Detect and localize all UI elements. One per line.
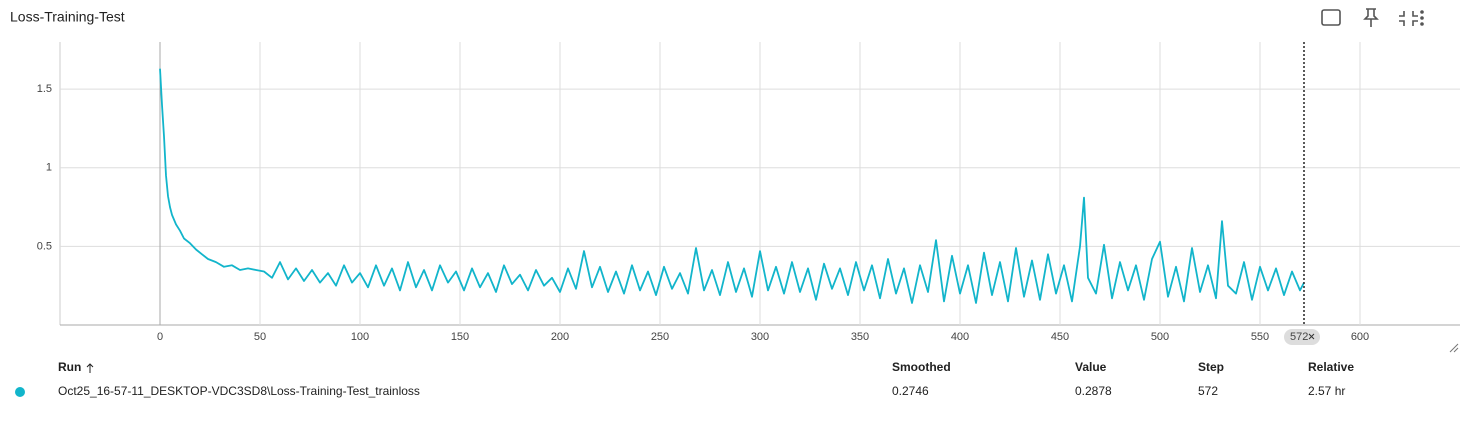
step-value: 572 [1198, 384, 1218, 398]
cursor-step-label: 572 [1290, 331, 1308, 343]
run-name: Oct25_16-57-11_DESKTOP-VDC3SD8\Loss-Trai… [58, 384, 420, 398]
y-tick-label: 1.5 [37, 83, 52, 95]
x-tick-label: 500 [1151, 331, 1169, 343]
header-run: Run [58, 360, 81, 374]
x-tick-label: 150 [451, 331, 469, 343]
header-smoothed: Smoothed [892, 360, 951, 374]
pin-button[interactable] [1363, 8, 1379, 27]
raw-value: 0.2878 [1075, 384, 1112, 398]
fullscreen-button[interactable] [1321, 9, 1341, 26]
cursor-pill [1284, 329, 1320, 345]
x-tick-label: 50 [254, 331, 266, 343]
table-header: Run Smoothed Value Step Relative [58, 360, 1354, 374]
x-tick-label: 300 [751, 331, 769, 343]
y-tick-label: 0.5 [37, 240, 52, 252]
x-tick-label: 400 [951, 331, 969, 343]
relative-time: 2.57 hr [1308, 384, 1345, 398]
y-tick-label: 1 [46, 162, 52, 174]
x-tick-label: 450 [1051, 331, 1069, 343]
x-tick-label: 0 [157, 331, 163, 343]
resize-handle[interactable] [1449, 343, 1459, 353]
smoothed-value: 0.2746 [892, 384, 929, 398]
cursor-close [1308, 333, 1315, 340]
x-tick-label: 600 [1351, 331, 1369, 343]
header-step: Step [1198, 360, 1224, 374]
sort-arrow[interactable] [86, 363, 94, 373]
table-row: Oct25_16-57-11_DESKTOP-VDC3SD8\Loss-Trai… [15, 384, 1345, 398]
x-tick-label: 200 [551, 331, 569, 343]
header-relative: Relative [1308, 360, 1354, 374]
run-color-dot [15, 387, 25, 397]
menu-button[interactable] [1420, 10, 1424, 26]
x-tick-label: 100 [351, 331, 369, 343]
collapse-button[interactable] [1399, 11, 1418, 26]
x-tick-label: 550 [1251, 331, 1269, 343]
chart-title: Loss-Training-Test [10, 9, 125, 25]
grid [60, 42, 1460, 325]
x-tick-label: 350 [851, 331, 869, 343]
series-line [159, 68, 1305, 304]
toolbar [1321, 8, 1424, 27]
header-value: Value [1075, 360, 1107, 374]
x-tick-label: 250 [651, 331, 669, 343]
